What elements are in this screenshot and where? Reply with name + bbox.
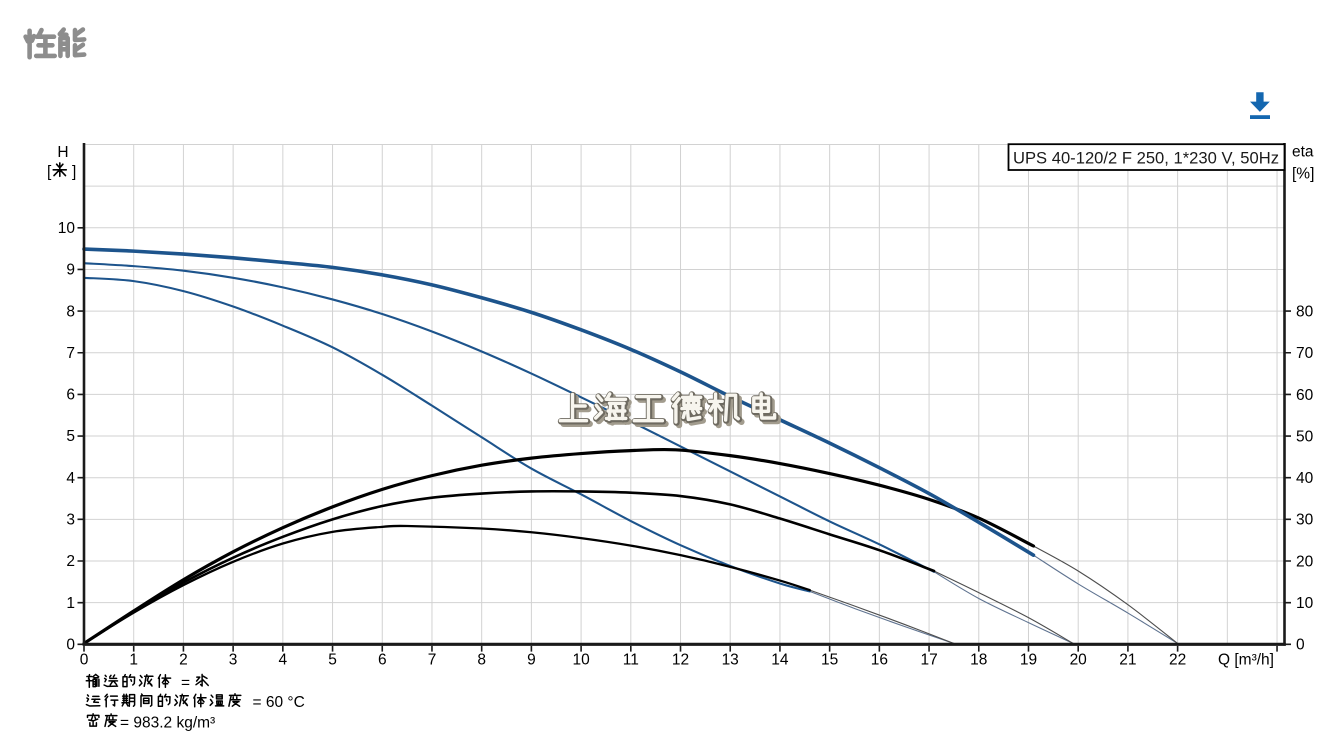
svg-text:0: 0	[1296, 637, 1305, 654]
svg-text:10: 10	[572, 652, 590, 669]
svg-text:30: 30	[1296, 512, 1314, 529]
svg-text:8: 8	[66, 303, 75, 320]
svg-text:60: 60	[1296, 387, 1314, 404]
svg-text:11: 11	[623, 652, 639, 669]
svg-text:3: 3	[229, 652, 238, 669]
svg-text:22: 22	[1169, 652, 1186, 669]
svg-text:2: 2	[66, 553, 75, 570]
svg-text:80: 80	[1296, 304, 1314, 321]
svg-text:9: 9	[527, 652, 536, 669]
svg-text:2: 2	[179, 652, 188, 669]
svg-text:1: 1	[129, 652, 138, 669]
svg-text:H: H	[57, 144, 68, 161]
svg-text:5: 5	[328, 652, 337, 669]
svg-text:20: 20	[1296, 553, 1314, 570]
svg-text:9: 9	[66, 262, 75, 279]
svg-text:[%]: [%]	[1292, 166, 1314, 183]
svg-text:eta: eta	[1292, 144, 1314, 161]
svg-text:= 60 °C: = 60 °C	[253, 694, 305, 711]
svg-text:5: 5	[66, 428, 75, 445]
svg-text:10: 10	[1296, 595, 1314, 612]
svg-text:0: 0	[80, 652, 89, 669]
svg-text:12: 12	[672, 652, 689, 669]
svg-text:15: 15	[821, 652, 838, 669]
svg-text:Q [m³/h]: Q [m³/h]	[1218, 652, 1274, 669]
svg-text:70: 70	[1296, 345, 1314, 362]
svg-text:19: 19	[1020, 652, 1037, 669]
svg-text:1: 1	[66, 595, 75, 612]
svg-text:[: [	[47, 164, 52, 181]
svg-text:]: ]	[72, 164, 76, 181]
svg-text:=: =	[181, 675, 190, 692]
svg-text:0: 0	[66, 637, 75, 654]
svg-text:18: 18	[970, 652, 987, 669]
svg-text:50: 50	[1296, 428, 1314, 445]
svg-text:4: 4	[278, 652, 287, 669]
svg-text:21: 21	[1119, 652, 1136, 669]
svg-text:8: 8	[477, 652, 486, 669]
svg-text:4: 4	[66, 470, 75, 487]
svg-text:6: 6	[66, 387, 75, 404]
svg-text:40: 40	[1296, 470, 1314, 487]
svg-text:14: 14	[771, 652, 789, 669]
svg-text:UPS 40-120/2 F 250, 1*230 V, 5: UPS 40-120/2 F 250, 1*230 V, 50Hz	[1013, 149, 1279, 168]
svg-text:= 983.2 kg/m³: = 983.2 kg/m³	[120, 714, 215, 731]
svg-text:3: 3	[66, 512, 75, 529]
svg-text:7: 7	[66, 345, 75, 362]
svg-text:16: 16	[871, 652, 888, 669]
svg-text:10: 10	[58, 220, 76, 237]
svg-text:20: 20	[1070, 652, 1088, 669]
svg-text:7: 7	[428, 652, 437, 669]
svg-text:6: 6	[378, 652, 387, 669]
svg-text:13: 13	[722, 652, 739, 669]
svg-text:17: 17	[920, 652, 937, 669]
